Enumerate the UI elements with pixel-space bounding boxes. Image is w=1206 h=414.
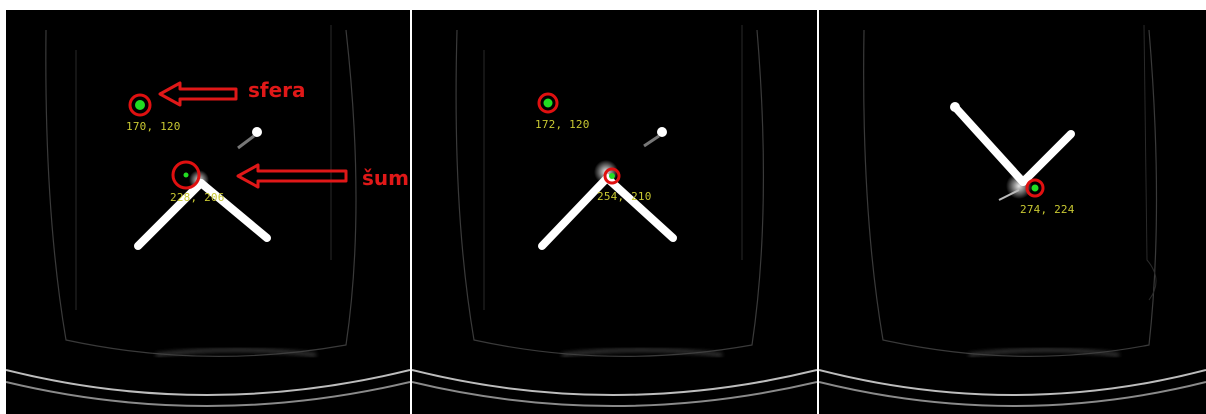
coord-label-p2-2: 254, 210 (597, 190, 652, 203)
detection-marker-center (1031, 184, 1039, 192)
sphere-marker-ring (537, 92, 559, 114)
couch-arc-outer (819, 369, 1206, 396)
phantom-contour (455, 29, 765, 357)
detection-marker-ring (603, 167, 621, 185)
rod-left (538, 174, 611, 250)
panel-divider-1 (410, 10, 412, 414)
phantom-contour (45, 29, 357, 357)
rod-left (951, 103, 1027, 186)
sphere-marker-ring (128, 93, 152, 117)
couch-arc-inner (6, 381, 410, 407)
ct-slice-panel-3: 274, 224 (819, 10, 1206, 414)
coord-label-p1-1: 170, 120 (126, 120, 181, 133)
sphere-marker-center (543, 98, 553, 108)
phantom-edge-right (1143, 24, 1157, 301)
rod-right (603, 174, 677, 242)
panel-divider-2 (817, 10, 819, 414)
ct-slice-1-graphic (6, 25, 410, 407)
noise-marker-center (183, 172, 189, 178)
ct-slice-panel-2: 172, 120 254, 210 (412, 10, 817, 414)
sphere-annotation: sfera (248, 78, 306, 102)
coord-label-p1-2: 228, 206 (170, 191, 225, 204)
blob-streak (237, 134, 255, 150)
rod-left (134, 179, 205, 250)
rod-right (1019, 130, 1075, 186)
coord-label-p3-1: 274, 224 (1020, 203, 1075, 216)
coord-label-p2-1: 172, 120 (535, 118, 590, 131)
phantom-contour (863, 29, 1158, 357)
noise-marker-ring (171, 160, 201, 190)
ct-slice-panel-1: 170, 120 228, 206 sfera (6, 10, 410, 414)
couch-arc-inner (412, 381, 817, 407)
ct-slice-2-graphic (412, 25, 817, 407)
detection-marker-center (609, 173, 615, 179)
rod-right (197, 179, 271, 242)
bright-blob (252, 127, 262, 137)
phantom-bottom (968, 348, 1120, 357)
sphere-marker-center (135, 100, 145, 110)
junction-streak (998, 189, 1020, 201)
couch-arc-outer (412, 369, 817, 396)
blob-streak (643, 134, 660, 148)
sphere-arrow-icon (158, 81, 238, 107)
phantom-bottom (561, 348, 723, 357)
ct-slice-3-graphic (819, 24, 1206, 407)
noise-annotation: šum (362, 166, 409, 190)
couch-arc-inner (819, 381, 1206, 407)
phantom-bottom (155, 348, 317, 357)
noise-arrow-icon (236, 163, 348, 189)
couch-arc-outer (6, 369, 410, 396)
bright-blob (657, 127, 667, 137)
detection-marker-ring (1025, 178, 1045, 198)
